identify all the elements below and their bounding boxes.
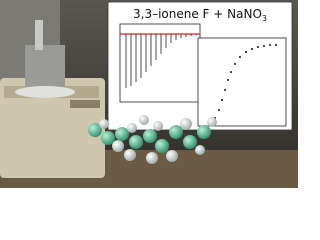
title-subscript: 3 — [262, 14, 267, 23]
instrument — [0, 20, 105, 178]
title-text: 3,3–ionene F + NaNO — [133, 7, 262, 21]
chart-panel: 3,3–ionene F + NaNO3 — [107, 1, 293, 131]
isotherm-frame — [197, 37, 287, 127]
scene: 3,3–ionene F + NaNO3 — [0, 0, 298, 188]
molecule — [88, 115, 217, 164]
injection-peaks — [125, 34, 197, 88]
chart-title: 3,3–ionene F + NaNO3 — [133, 7, 267, 23]
